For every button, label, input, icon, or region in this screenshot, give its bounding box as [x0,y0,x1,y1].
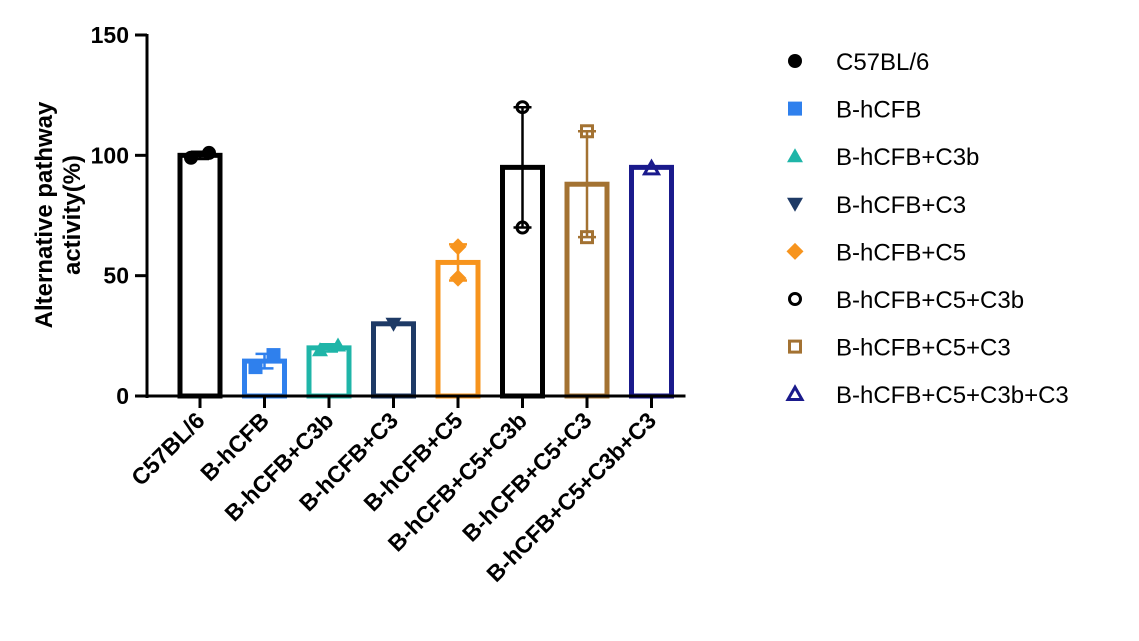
bar-group [242,348,287,399]
bar [371,321,416,399]
data-point [312,342,328,357]
legend-marker [787,197,803,212]
y-tick-label: 50 [103,263,129,289]
legend-item: B-hCFB+C5+C3b [788,287,1024,314]
bar-group [500,100,545,399]
bars [177,100,674,399]
data-point [330,337,346,352]
y-tick-label: 0 [116,383,129,409]
legend: C57BL/6 B-hCFB B-hCFB+C3b B-hCFB+C3 B-hCFB+C… [785,49,1069,409]
data-point [515,220,530,235]
data-point [266,348,281,363]
legend-label: B-hCFB+C5+C3b [836,287,1024,314]
legend-marker [786,242,804,260]
data-point [449,238,467,256]
legend-item: B-hCFB+C5+C3b+C3 [785,382,1069,409]
legend-marker [788,101,802,116]
legend-label: B-hCFB+C5+C3 [836,335,1011,362]
y-axis-label-line: Alternative pathway [31,101,58,328]
legend-label: B-hCFB+C5 [836,239,966,266]
legend-marker [788,54,802,68]
legend-label: B-hCFB+C3 [836,192,966,219]
legend-marker [788,339,802,354]
bar [629,164,674,399]
bar-group [435,238,481,399]
bar-group [177,145,223,399]
legend-item: B-hCFB+C3 [787,192,966,219]
data-point [515,100,530,115]
data-point [641,158,662,176]
legend-item: B-hCFB+C5+C3 [788,335,1011,362]
bar-group [306,337,352,399]
data-point [580,230,594,245]
bar-group [629,158,674,399]
data-point [202,145,216,160]
legend-label: B-hCFB+C5+C3b+C3 [836,382,1069,409]
legend-item: B-hCFB+C5 [786,239,966,266]
data-point [184,150,198,165]
data-point [580,124,594,139]
data-point [385,317,402,332]
data-point [248,360,263,375]
legend-marker [788,292,802,306]
legend-item: B-hCFB [788,97,921,124]
y-axis-label: Alternative pathwayactivity(%) [31,101,86,328]
x-tick-label: C57BL/6 [126,407,209,490]
legend-label: B-hCFB+C3b [836,144,979,171]
legend-label: C57BL/6 [836,49,929,76]
x-axis: C57BL/6B-hCFBB-hCFB+C3bB-hCFB+C3B-hCFB+C… [126,394,686,587]
data-point [449,269,467,287]
legend-marker [785,384,805,401]
bar-group [371,317,416,399]
y-axis-label-line: activity(%) [59,155,86,275]
bar-group [564,124,610,399]
bar [177,152,223,399]
legend-item: C57BL/6 [788,49,929,76]
legend-item: B-hCFB+C3b [787,144,979,171]
legend-label: B-hCFB [836,97,921,124]
y-tick-label: 150 [91,22,129,48]
y-tick-label: 100 [91,142,129,168]
legend-marker [787,148,803,163]
y-axis: 0 50 100 150 [91,22,149,409]
